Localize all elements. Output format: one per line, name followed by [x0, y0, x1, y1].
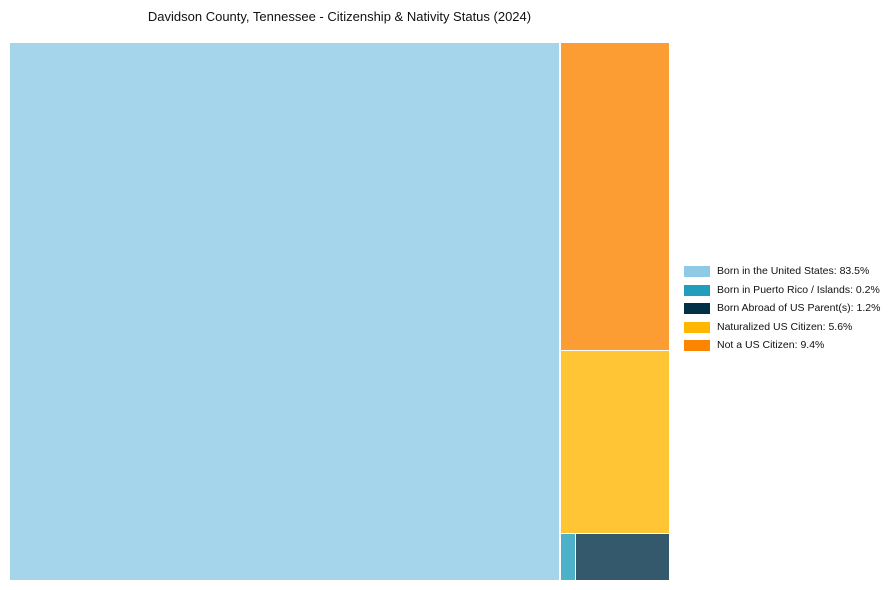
treemap-block-born-in-puerto-rico-islands[interactable] — [561, 534, 575, 580]
treemap-block-not-a-us-citizen[interactable] — [561, 43, 669, 350]
treemap-block-born-abroad-of-us-parents[interactable] — [576, 534, 669, 580]
treemap-block-naturalized-us-citizen[interactable] — [561, 351, 669, 533]
legend-label: Not a US Citizen: 9.4% — [717, 339, 825, 351]
legend-item-born-in-puerto-rico-islands[interactable]: Born in Puerto Rico / Islands: 0.2% — [684, 283, 880, 297]
legend-swatch-born-abroad-of-us-parents — [684, 303, 710, 315]
legend-label: Born in Puerto Rico / Islands: 0.2% — [717, 283, 880, 296]
legend-swatch-born-in-puerto-rico-islands — [684, 284, 710, 296]
legend-swatch-not-a-us-citizen — [684, 340, 710, 352]
legend-item-born-in-the-united-states[interactable]: Born in the United States: 83.5% — [684, 265, 880, 278]
legend-item-not-a-us-citizen[interactable]: Not a US Citizen: 9.4% — [684, 339, 880, 352]
chart-title: Davidson County, Tennessee - Citizenship… — [147, 9, 532, 24]
legend-item-naturalized-us-citizen[interactable]: Naturalized US Citizen: 5.6% — [684, 320, 880, 334]
legend: Born in the United States: 83.5% Born in… — [684, 265, 881, 352]
legend-item-born-abroad-of-us-parents[interactable]: Born Abroad of US Parent(s): 1.2% — [684, 302, 881, 315]
legend-label: Born Abroad of US Parent(s): 1.2% — [717, 302, 881, 314]
legend-label: Born in the United States: 83.5% — [717, 265, 870, 277]
legend-swatch-born-in-the-united-states — [684, 266, 710, 278]
treemap-block-born-in-the-united-states[interactable] — [10, 43, 559, 580]
treemap-plot — [10, 43, 669, 580]
legend-swatch-naturalized-us-citizen — [684, 321, 710, 333]
legend-label: Naturalized US Citizen: 5.6% — [717, 320, 853, 333]
